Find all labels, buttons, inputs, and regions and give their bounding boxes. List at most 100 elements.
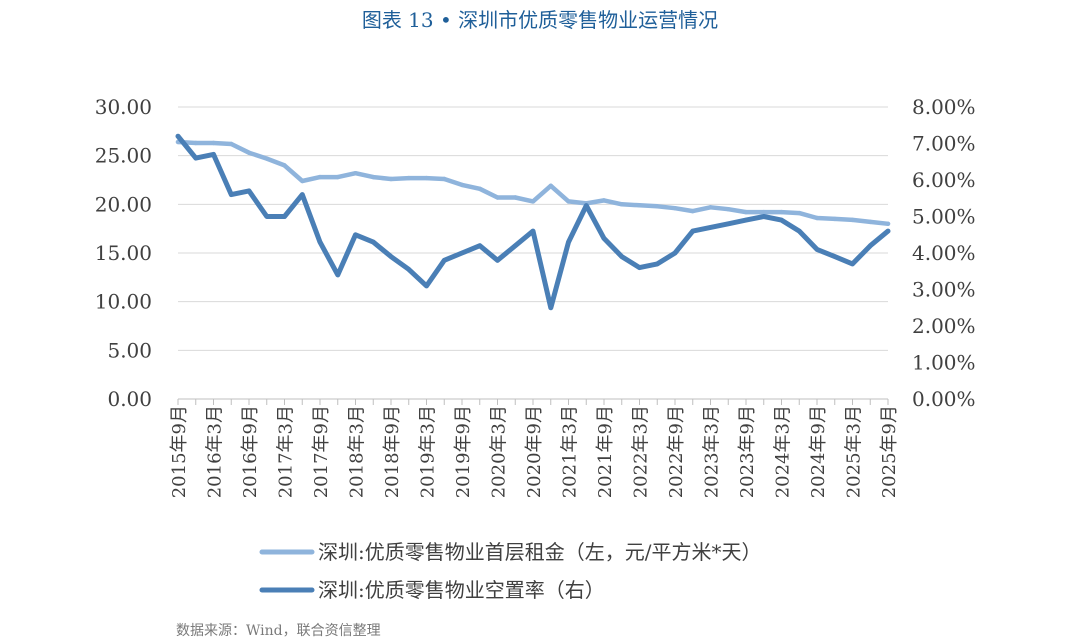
rent-data-point (814, 215, 820, 221)
chart-title: 图表 13 • 深圳市优质零售物业运营情况 (361, 8, 719, 32)
rent-data-point (672, 206, 678, 211)
right-tick-label: 4.00% (912, 241, 976, 265)
x-tick-label: 2020年3月 (489, 405, 510, 498)
rent-data-point (335, 174, 340, 180)
vacancy-data-point (655, 261, 660, 267)
rent-data-point (655, 204, 660, 209)
vacancy-data-point (885, 228, 891, 234)
rent-data-point (779, 209, 784, 215)
rent-data-point (743, 209, 749, 215)
vacancy-data-point (371, 239, 376, 245)
rent-data-point (300, 178, 305, 184)
right-tick-label: 0.00% (912, 387, 976, 411)
vacancy-data-point (690, 228, 695, 234)
rent-data-point (229, 141, 234, 147)
vacancy-data-point (406, 267, 411, 272)
legend-label-1: 深圳:优质零售物业首层租金（左，元/平方米*天） (318, 540, 761, 564)
x-axis-ticks: 2015年9月 2016年3月 2016年9月 2017年3月 2017年9月 2018年… (169, 405, 900, 498)
right-tick-label: 8.00% (912, 95, 976, 119)
vacancy-data-point (442, 258, 447, 263)
legend-label-2: 深圳:优质零售物业空置率（右） (318, 578, 605, 602)
rent-data-point (726, 207, 731, 212)
right-tick-label: 5.00% (912, 205, 976, 229)
vacancy-data-point (637, 265, 642, 270)
rent-data-point (513, 195, 518, 200)
rent-data-point (690, 208, 695, 214)
gridlines (178, 106, 888, 400)
left-tick-label: 30.00 (95, 95, 152, 119)
vacancy-data-point (424, 283, 429, 289)
left-tick-label: 0.00 (107, 387, 152, 411)
rent-data-point (868, 219, 873, 225)
vacancy-data-point (832, 254, 837, 259)
x-tick-label: 2021年9月 (595, 405, 616, 498)
x-tick-label: 2017年9月 (311, 405, 332, 498)
x-tick-label: 2025年9月 (879, 405, 900, 498)
vacancy-data-point (317, 239, 323, 245)
series-lines (175, 133, 891, 311)
rent-data-point (885, 221, 891, 226)
x-tick-label: 2019年3月 (418, 405, 439, 498)
vacancy-data-point (548, 305, 553, 310)
legend: 深圳:优质零售物业首层租金（左，元/平方米*天） 深圳:优质零售物业空置率（右） (259, 540, 761, 602)
x-tick-label: 2022年3月 (631, 405, 652, 498)
vacancy-data-point (708, 225, 713, 230)
left-tick-label: 20.00 (95, 192, 152, 216)
vacancy-data-point (229, 192, 234, 197)
vacancy-data-point (477, 243, 482, 248)
vacancy-data-point (743, 217, 749, 223)
rent-data-point (797, 210, 802, 216)
vacancy-data-point (513, 243, 518, 248)
vacancy-data-point (566, 239, 571, 245)
vacancy-data-point (193, 155, 198, 161)
vacancy-data-point (388, 254, 394, 259)
rent-data-point (264, 156, 269, 161)
x-tick-label: 2024年3月 (773, 405, 794, 498)
x-tick-label: 2018年9月 (382, 405, 403, 498)
x-tick-label: 2018年3月 (347, 405, 368, 498)
rent-data-point (424, 175, 429, 181)
left-tick-label: 25.00 (95, 144, 152, 168)
vacancy-data-point (850, 261, 855, 267)
vacancy-data-point (584, 203, 589, 208)
rent-data-point (761, 209, 766, 215)
vacancy-data-point (175, 134, 181, 139)
vacancy-data-point (264, 214, 269, 219)
vacancy-data-point (619, 254, 624, 259)
vacancy-data-point (601, 236, 607, 241)
vacancy-data-point (761, 214, 766, 219)
left-axis-ticks: 0.00 5.00 10.00 15.00 20.00 25.00 30.00 (95, 95, 152, 411)
rent-data-point (353, 171, 358, 176)
vacancy-data-point (211, 152, 216, 157)
x-tick-label: 2023年9月 (737, 405, 758, 498)
rent-data-point (442, 176, 447, 182)
rent-data-point (548, 183, 553, 188)
x-tick-label: 2015年9月 (169, 405, 190, 498)
vacancy-data-point (459, 250, 465, 256)
rent-data-point (477, 186, 482, 191)
right-tick-label: 3.00% (912, 278, 976, 302)
vacancy-data-point (779, 217, 784, 223)
vacancy-data-point (726, 221, 731, 226)
x-tick-label: 2023年3月 (702, 405, 723, 498)
rent-data-point (388, 176, 394, 182)
rent-data-point (708, 205, 713, 210)
rent-data-point (282, 163, 287, 168)
vacancy-data-point (335, 272, 340, 278)
rent-data-point (637, 203, 642, 208)
right-tick-label: 2.00% (912, 314, 976, 338)
x-tick-label: 2021年3月 (560, 405, 581, 498)
vacancy-data-point (246, 188, 252, 194)
left-tick-label: 5.00 (107, 338, 152, 362)
vacancy-data-point (530, 228, 536, 234)
vacancy-data-point (672, 250, 678, 256)
x-tick-label: 2025年3月 (844, 405, 865, 498)
x-tick-label: 2016年3月 (205, 405, 226, 498)
rent-data-point (566, 199, 571, 204)
vacancy-data-point (814, 247, 820, 252)
source-note: 数据来源：Wind，联合资信整理 (176, 623, 381, 639)
x-axis (177, 398, 889, 405)
vacancy-data-point (282, 214, 287, 219)
rent-data-point (246, 150, 252, 155)
